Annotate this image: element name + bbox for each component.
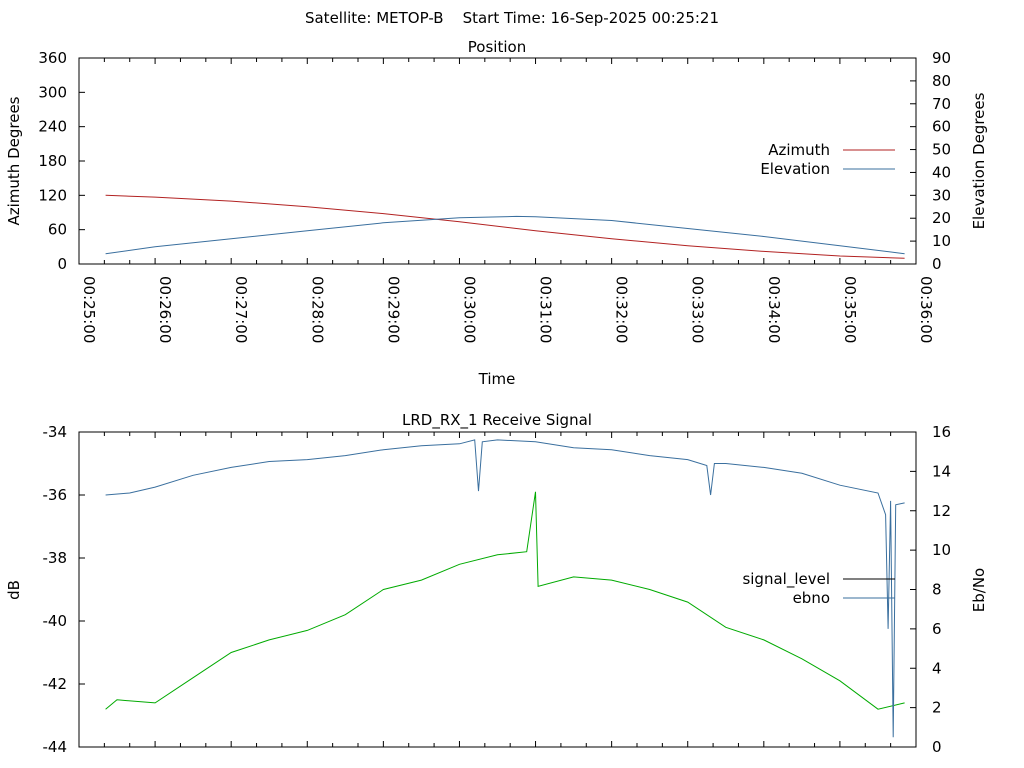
- elevation-legend-label: Elevation: [760, 160, 830, 178]
- right-y-tick-label: 30: [932, 186, 951, 204]
- position-chart-title: Position: [468, 38, 526, 56]
- azimuth-series-line: [105, 194, 905, 259]
- azimuth-legend-label: Azimuth: [768, 141, 830, 159]
- db-y-axis-label: dB: [5, 580, 23, 600]
- right-y-tick-label: 10: [932, 232, 951, 250]
- ebno-y-axis-label: Eb/No: [970, 568, 988, 612]
- right-y-tick-label: 0: [932, 738, 942, 756]
- x-tick-label: 00:27:00: [232, 276, 250, 343]
- ebno-legend-label: ebno: [793, 589, 830, 607]
- left-y-tick-label: 0: [57, 255, 67, 273]
- position-x-axis-label: Time: [478, 370, 516, 388]
- left-y-tick-label: 300: [38, 83, 67, 101]
- x-tick-label: 00:36:00: [917, 276, 935, 343]
- right-y-tick-label: 16: [932, 423, 951, 441]
- left-y-tick-label: -38: [43, 549, 68, 567]
- left-y-tick-label: -34: [43, 423, 68, 441]
- position-chart-ticks: 00:25:00 00:26:00 00:27:00 00:28:00 00:29:00…: [38, 49, 951, 343]
- right-y-tick-label: 8: [932, 581, 942, 599]
- left-y-tick-label: 240: [38, 118, 67, 136]
- x-tick-label: 00:35:00: [841, 276, 859, 343]
- header-title: Satellite: METOP-B Start Time: 16-Sep-20…: [305, 9, 719, 27]
- right-y-tick-label: 20: [932, 209, 951, 227]
- position-chart: Position 00:25:00 00:26:00 00:27:00 00:28:0…: [5, 38, 988, 388]
- x-tick-label: 00:34:00: [765, 276, 783, 343]
- x-tick-label: 00:30:00: [460, 276, 478, 343]
- right-y-tick-label: 2: [932, 699, 942, 717]
- right-y-tick-label: 0: [932, 255, 942, 273]
- elevation-y-axis-label: Elevation Degrees: [970, 92, 988, 229]
- right-y-tick-label: 4: [932, 659, 942, 677]
- receive-signal-chart-ticks: -44 -42 -40 -38 -36 -34 0 2 4 6 8 10 12 14 16: [43, 423, 952, 756]
- left-y-tick-label: 180: [38, 152, 67, 170]
- receive-signal-chart-series: [105, 439, 905, 738]
- right-y-tick-label: 12: [932, 502, 951, 520]
- left-y-tick-label: -40: [43, 612, 68, 630]
- x-tick-label: 00:29:00: [384, 276, 402, 343]
- right-y-tick-label: 14: [932, 462, 951, 480]
- azimuth-y-axis-label: Azimuth Degrees: [5, 96, 23, 225]
- left-y-tick-label: 360: [38, 49, 67, 67]
- ebno-series-line: [105, 439, 905, 738]
- position-chart-series: [105, 194, 905, 259]
- x-tick-label: 00:25:00: [80, 276, 98, 343]
- left-y-tick-label: -36: [43, 486, 68, 504]
- receive-signal-plot-frame: [78, 431, 917, 748]
- right-y-tick-label: 80: [932, 72, 951, 90]
- x-tick-label: 00:31:00: [537, 276, 555, 343]
- right-y-tick-label: 70: [932, 95, 951, 113]
- right-y-tick-label: 90: [932, 49, 951, 67]
- left-y-tick-label: 120: [38, 186, 67, 204]
- right-y-tick-label: 40: [932, 163, 951, 181]
- x-tick-label: 00:33:00: [689, 276, 707, 343]
- right-y-tick-label: 50: [932, 141, 951, 159]
- right-y-tick-label: 10: [932, 541, 951, 559]
- x-tick-label: 00:32:00: [613, 276, 631, 343]
- left-y-tick-label: -42: [43, 675, 68, 693]
- x-tick-label: 00:26:00: [156, 276, 174, 343]
- signal-level-legend-label: signal_level: [742, 570, 830, 589]
- right-y-tick-label: 60: [932, 118, 951, 136]
- right-y-tick-label: 6: [932, 620, 942, 638]
- left-y-tick-label: -44: [43, 738, 68, 756]
- signal-level-series-line: [105, 491, 905, 710]
- receive-signal-chart: LRD_RX_1 Receive Signal -44-42-40-38-36-…: [5, 411, 988, 756]
- left-y-tick-label: 60: [48, 221, 67, 239]
- elevation-series-line: [105, 215, 905, 255]
- receive-signal-chart-title: LRD_RX_1 Receive Signal: [402, 411, 592, 430]
- x-tick-label: 00:28:00: [308, 276, 326, 343]
